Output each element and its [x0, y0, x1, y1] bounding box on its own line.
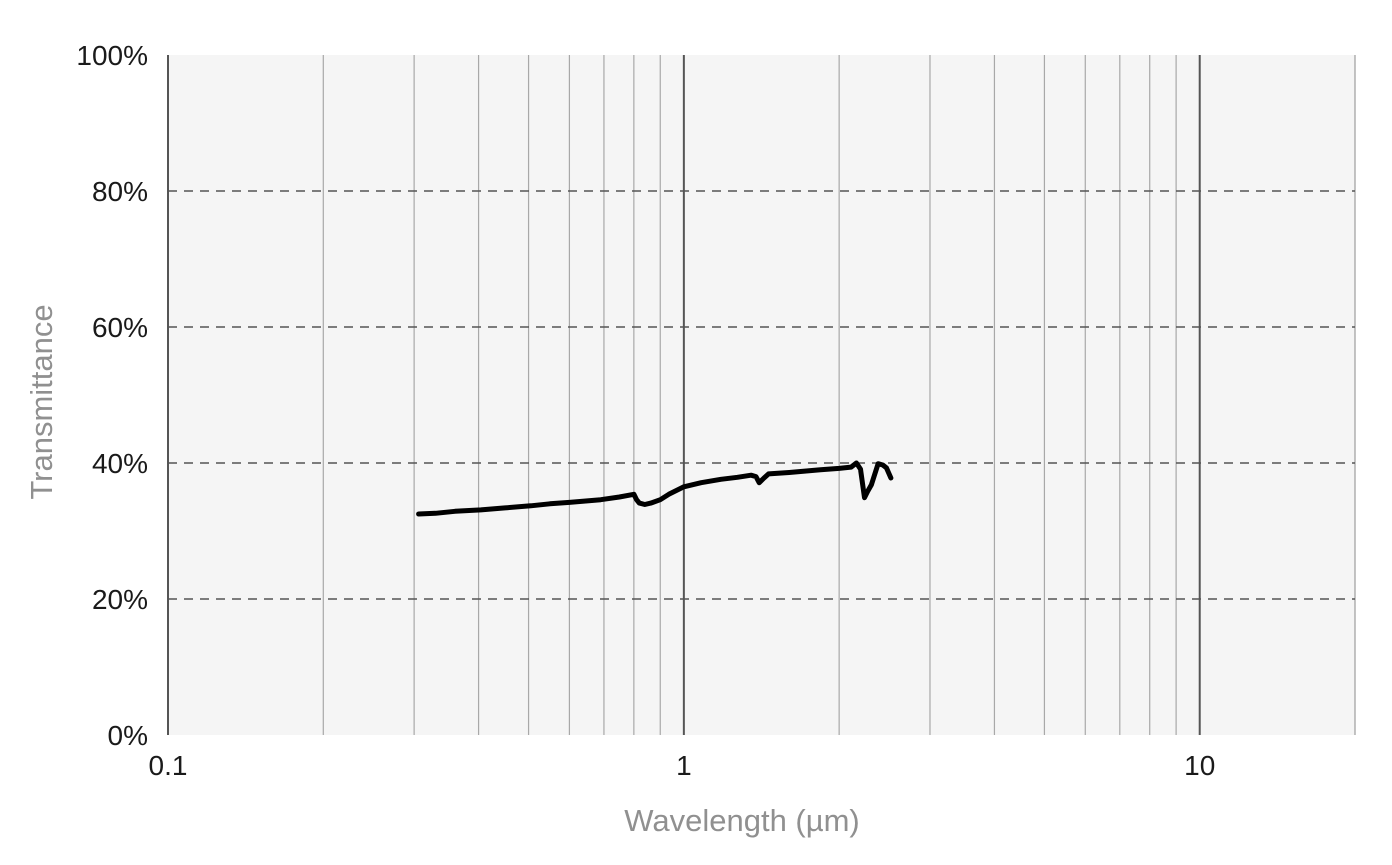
- y-tick-label: 60%: [92, 312, 148, 343]
- x-tick-label: 1: [676, 750, 692, 781]
- y-tick-label: 20%: [92, 584, 148, 615]
- y-tick-label: 40%: [92, 448, 148, 479]
- y-tick-label: 80%: [92, 176, 148, 207]
- y-axis-label: Transmittance: [24, 304, 59, 499]
- y-tick-label: 100%: [76, 40, 148, 71]
- x-tick-label: 10: [1184, 750, 1215, 781]
- x-axis-label: Wavelength (µm): [624, 803, 860, 838]
- series-line: [416, 460, 894, 517]
- y-tick-label: 0%: [108, 720, 148, 751]
- plot-background: [168, 55, 1355, 735]
- x-tick-label: 0.1: [149, 750, 188, 781]
